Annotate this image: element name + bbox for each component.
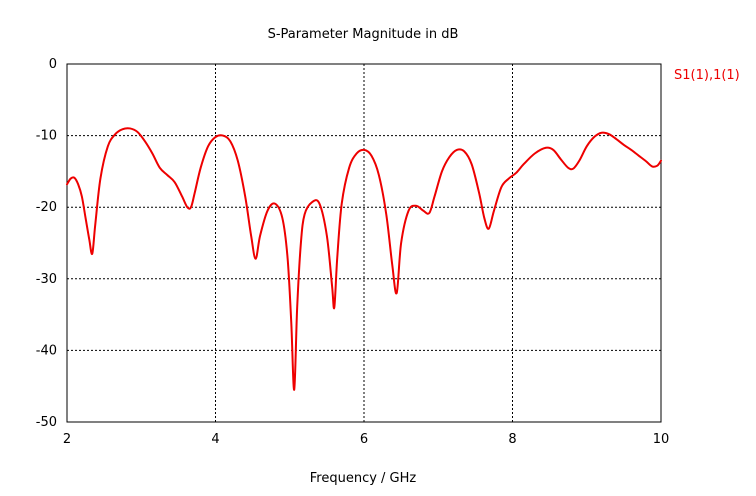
y-tick-label: -40	[36, 343, 57, 358]
x-tick-label: 8	[508, 432, 516, 447]
legend-entry: S1(1),1(1)	[674, 68, 740, 83]
legend: S1(1),1(1)	[674, 68, 740, 83]
x-tick-label: 10	[653, 432, 670, 447]
x-tick-label: 6	[360, 432, 368, 447]
series-layer	[66, 127, 662, 391]
y-tick-label: -20	[36, 200, 57, 215]
x-tick-label: 4	[211, 432, 219, 447]
x-tick-label: 2	[63, 432, 71, 447]
plot-frame	[66, 63, 662, 423]
y-tick-label: 0	[49, 57, 57, 72]
series-line	[66, 127, 662, 391]
y-tick-label: -50	[36, 415, 57, 430]
grid-layer	[67, 64, 661, 422]
y-tick-label: -10	[36, 129, 57, 144]
y-tick-label: -30	[36, 272, 57, 287]
chart-title: S-Parameter Magnitude in dB	[268, 27, 459, 42]
tick-labels: 2 4 6 8 10 0 -10 -20 -30 -40 -50	[36, 57, 670, 447]
x-axis-label: Frequency / GHz	[310, 471, 417, 486]
